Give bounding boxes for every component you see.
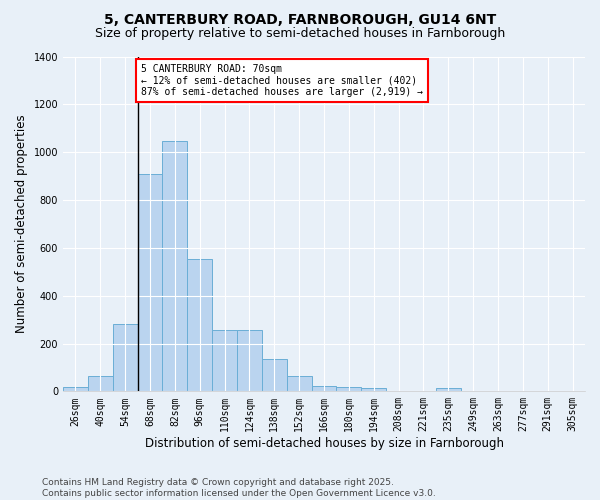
Bar — [262, 359, 287, 392]
Text: Contains HM Land Registry data © Crown copyright and database right 2025.
Contai: Contains HM Land Registry data © Crown c… — [42, 478, 436, 498]
Bar — [287, 376, 311, 392]
Bar — [187, 258, 212, 392]
Bar — [137, 174, 163, 392]
Text: Size of property relative to semi-detached houses in Farnborough: Size of property relative to semi-detach… — [95, 28, 505, 40]
Bar — [237, 330, 262, 392]
X-axis label: Distribution of semi-detached houses by size in Farnborough: Distribution of semi-detached houses by … — [145, 437, 503, 450]
Text: 5 CANTERBURY ROAD: 70sqm
← 12% of semi-detached houses are smaller (402)
87% of : 5 CANTERBURY ROAD: 70sqm ← 12% of semi-d… — [142, 64, 424, 97]
Text: 5, CANTERBURY ROAD, FARNBOROUGH, GU14 6NT: 5, CANTERBURY ROAD, FARNBOROUGH, GU14 6N… — [104, 12, 496, 26]
Bar — [63, 387, 88, 392]
Bar — [212, 330, 237, 392]
Bar — [88, 376, 113, 392]
Bar — [113, 324, 137, 392]
Bar — [337, 387, 361, 392]
Bar — [311, 386, 337, 392]
Y-axis label: Number of semi-detached properties: Number of semi-detached properties — [15, 114, 28, 333]
Bar — [163, 142, 187, 392]
Bar — [436, 388, 461, 392]
Bar — [361, 388, 386, 392]
